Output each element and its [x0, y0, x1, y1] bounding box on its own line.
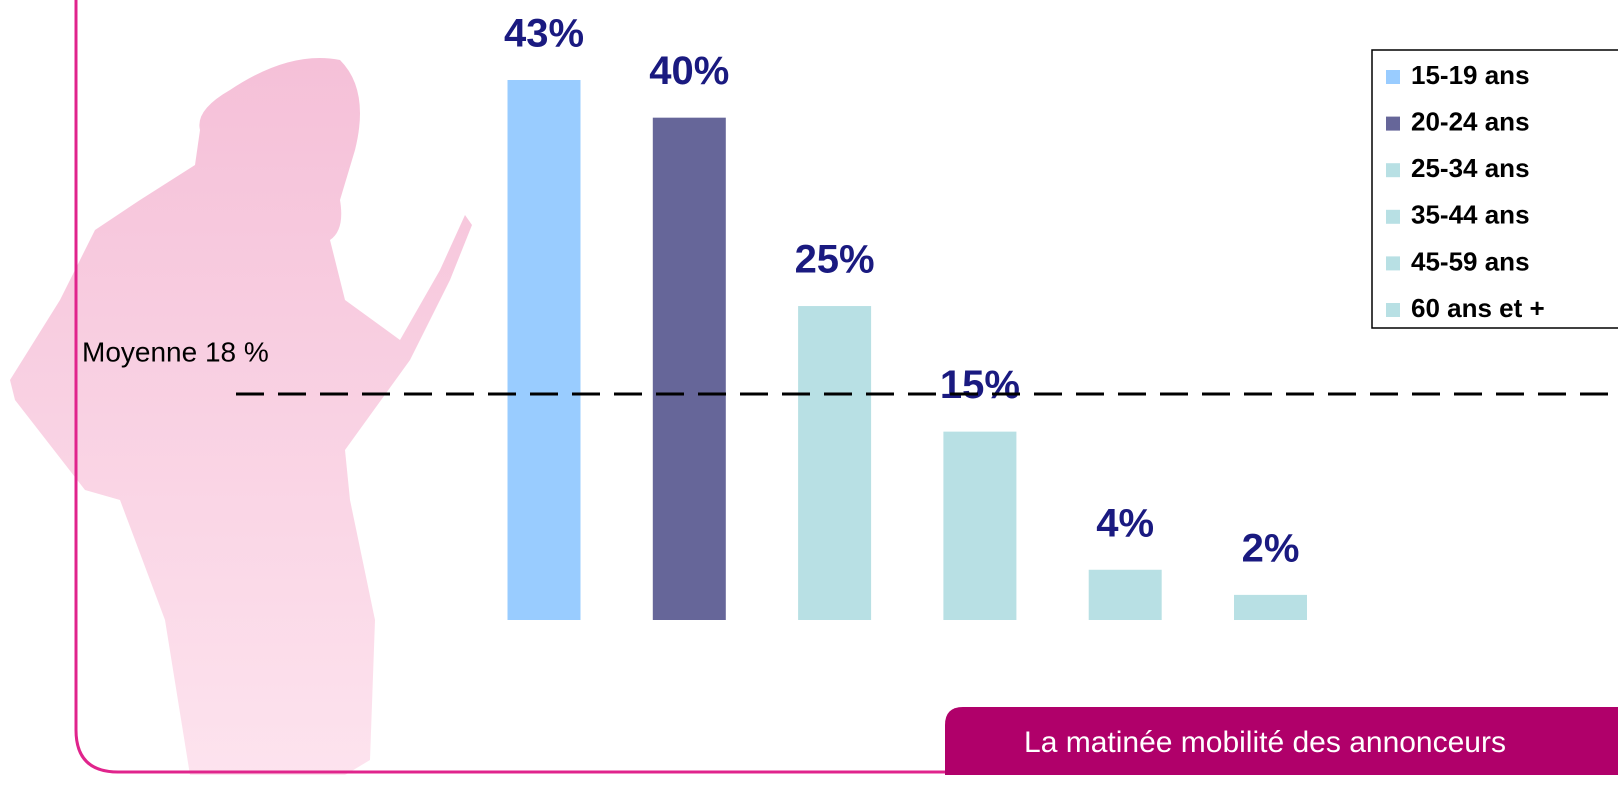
legend-label: 15-19 ans [1411, 60, 1530, 90]
legend-label: 45-59 ans [1411, 246, 1530, 276]
legend-box [1371, 49, 1618, 329]
legend-label: 20-24 ans [1411, 106, 1530, 136]
legend-label: 60 ans et + [1411, 293, 1545, 323]
value-label: 40% [649, 49, 729, 93]
value-label: 25% [795, 238, 875, 282]
bar [652, 117, 726, 621]
value-label: 43% [504, 12, 584, 56]
footer-box [945, 707, 1618, 775]
average-label: Moyenne 18 % [82, 336, 269, 367]
bar [1234, 594, 1307, 620]
bar [1088, 569, 1162, 620]
legend-swatch [1386, 256, 1400, 271]
silhouette [10, 58, 472, 775]
legend-swatch [1386, 163, 1400, 178]
value-label: 2% [1242, 526, 1300, 570]
bar [798, 306, 872, 620]
value-label: 4% [1096, 501, 1154, 545]
legend-label: 35-44 ans [1411, 200, 1530, 230]
bar [943, 431, 1017, 620]
legend-swatch [1386, 209, 1400, 224]
value-label: 15% [940, 363, 1020, 407]
footer-text: La matinée mobilité des annonceurs [1024, 726, 1506, 759]
legend-label: 25-34 ans [1411, 153, 1530, 183]
legend-swatch [1386, 116, 1400, 131]
legend-swatch [1386, 303, 1400, 317]
legend-swatch [1386, 70, 1400, 84]
frame-line [74, 0, 960, 774]
bar [507, 80, 581, 620]
